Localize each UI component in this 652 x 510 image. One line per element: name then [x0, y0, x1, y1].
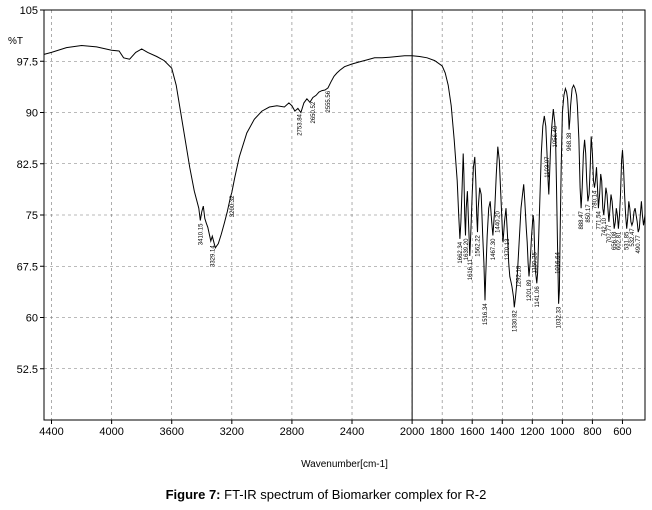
y-tick-label: 97.5 — [17, 56, 38, 68]
peak-label: 3200.32 — [230, 195, 236, 217]
peak-label: 850.17 — [586, 204, 592, 223]
peak-label: 742.10 — [602, 217, 608, 236]
peak-label: 1056.49 — [553, 125, 559, 147]
y-tick-label: 105 — [20, 5, 38, 17]
peak-label: 1103.07 — [545, 156, 551, 178]
peak-label: 602.81 — [616, 231, 622, 250]
x-tick-label: 3600 — [159, 426, 183, 438]
peak-label: 1639.20 — [464, 238, 470, 260]
x-tick-label: 2800 — [280, 426, 304, 438]
peak-label: 771.54 — [596, 211, 602, 230]
peak-label: 1440.20 — [496, 211, 502, 233]
peak-label: 1016.64 — [556, 252, 562, 274]
x-tick-label: 2400 — [340, 426, 364, 438]
peak-label: 888.47 — [579, 211, 585, 230]
peak-label: 1032.33 — [557, 306, 563, 328]
x-tick-label: 2000 — [400, 426, 424, 438]
peak-label: 1467.30 — [491, 238, 497, 260]
x-tick-label: 600 — [613, 426, 631, 438]
peak-label: 490.77 — [636, 234, 642, 253]
figure-caption: Figure 7: FT-IR spectrum of Biomarker co… — [0, 487, 652, 502]
peak-label: 2753.84 — [297, 113, 303, 135]
plot-frame — [43, 9, 646, 421]
x-tick-label: 800 — [583, 426, 601, 438]
peak-label: 3410.15 — [198, 223, 204, 245]
chart-grid — [44, 9, 645, 420]
peak-label: 532.47 — [630, 228, 636, 247]
y-tick-label: 90 — [26, 108, 38, 120]
x-tick-label: 1400 — [490, 426, 514, 438]
x-tick-label: 1000 — [550, 426, 574, 438]
peak-label: 1141.06 — [535, 286, 541, 308]
peak-label: 707.77 — [607, 224, 613, 243]
peak-label: 1516.34 — [483, 303, 489, 325]
y-axis-label: %T — [8, 36, 23, 47]
peak-label: 2650.52 — [311, 101, 317, 123]
peak-label: 656.08 — [612, 231, 618, 250]
peak-label: 1370.13 — [505, 238, 511, 260]
ftir-chart: 105 97.5 90 82.5 75 67.5 60 52.5 4400 4000 3600 32… — [8, 5, 646, 470]
peak-label: 968.38 — [567, 132, 573, 151]
peak-label: 1201.89 — [527, 279, 533, 301]
peak-label: 780.14 — [593, 190, 599, 209]
x-tick-label: 3200 — [220, 426, 244, 438]
peak-label: 1662.34 — [458, 241, 464, 263]
figure-caption-text: FT-IR spectrum of Biomarker complex for … — [224, 487, 487, 502]
peak-label: 1562.22 — [476, 234, 482, 256]
peak-label: 2555.56 — [326, 90, 332, 112]
y-tick-label: 60 — [26, 313, 38, 325]
peak-label: 1330.82 — [512, 310, 518, 332]
x-tick-label: 4400 — [39, 426, 63, 438]
x-tick-label: 1200 — [520, 426, 544, 438]
x-tick-label: 1800 — [430, 426, 454, 438]
spectrum-line — [43, 44, 646, 308]
peak-label: 531.85 — [625, 231, 631, 250]
y-tick-label: 82.5 — [17, 159, 38, 171]
x-tick-label: 4000 — [99, 426, 123, 438]
peak-label: 3329.14 — [210, 245, 216, 267]
figure-number: Figure 7: — [165, 487, 221, 502]
peak-label: 1292.18 — [517, 265, 523, 287]
y-axis-ticks: 105 97.5 90 82.5 75 67.5 60 52.5 — [17, 5, 44, 376]
peak-label: 1616.11 — [468, 258, 474, 280]
x-tick-label: 1600 — [460, 426, 484, 438]
x-axis-ticks: 4400 4000 3600 3200 2800 2400 2000 1800 1600 1400… — [39, 420, 632, 438]
y-tick-label: 75 — [26, 210, 38, 222]
y-tick-label: 52.5 — [17, 364, 38, 376]
peak-label: 1150.25 — [533, 252, 539, 274]
x-axis-label: Wavenumber[cm-1] — [301, 459, 388, 470]
peak-labels: 3410.15 3329.14 3200.32 2753.84 2650.52 2555.… — [198, 90, 642, 332]
y-tick-label: 67.5 — [17, 261, 38, 273]
